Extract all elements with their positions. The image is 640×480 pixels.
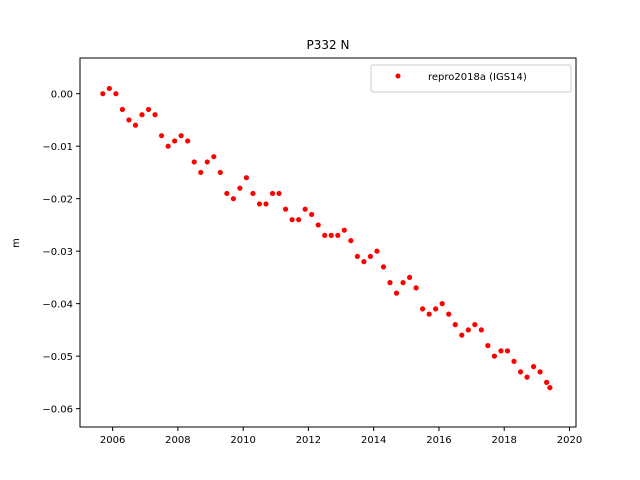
- data-point: [165, 143, 171, 149]
- y-tick-label: −0.03: [42, 247, 73, 258]
- legend-box: [370, 64, 572, 93]
- axes: 2006 2008 2010 2012 2014 2016 2018 2020 0.00 −0.0…: [42, 57, 582, 446]
- data-point: [217, 169, 223, 176]
- data-point: [452, 322, 458, 328]
- y-tick-label: −0.05: [42, 352, 73, 363]
- x-tick-label: 2012: [296, 435, 321, 446]
- data-point: [282, 206, 289, 212]
- data-point: [315, 222, 321, 228]
- data-point: [387, 280, 393, 286]
- data-point: [491, 353, 498, 359]
- data-point: [322, 232, 328, 239]
- data-point: [433, 306, 439, 312]
- x-tick-label: 2020: [557, 435, 582, 446]
- data-point: [400, 280, 406, 286]
- data-point: [132, 122, 139, 128]
- legend-label: repro2018a (IGS14): [428, 72, 527, 83]
- data-point: [152, 112, 158, 118]
- legend: repro2018a (IGS14): [370, 64, 572, 93]
- data-point: [178, 133, 184, 139]
- data-point: [465, 327, 471, 333]
- data-point: [113, 91, 119, 97]
- y-tick-label: −0.06: [42, 405, 73, 416]
- data-point: [145, 106, 152, 113]
- data-point: [191, 159, 197, 165]
- x-tick-label: 2018: [491, 435, 516, 446]
- data-point: [126, 117, 132, 123]
- axes-frame: [79, 57, 577, 428]
- data-point: [547, 385, 553, 391]
- data-point: [511, 358, 517, 364]
- data-point: [296, 217, 302, 223]
- data-point: [309, 211, 315, 218]
- data-point: [230, 196, 236, 202]
- chart-title: P332 N: [307, 38, 350, 52]
- data-point: [158, 133, 165, 139]
- x-tick-label: 2016: [426, 435, 451, 446]
- data-point: [328, 232, 334, 239]
- data-point: [185, 138, 191, 144]
- data-point: [374, 248, 380, 254]
- data-point: [198, 169, 204, 176]
- data-point: [478, 327, 484, 333]
- data-point: [348, 238, 354, 244]
- legend-marker: [395, 73, 401, 79]
- x-tick-label: 2006: [100, 435, 125, 446]
- data-point: [263, 201, 269, 207]
- data-point: [472, 322, 478, 328]
- data-point: [139, 112, 145, 118]
- data-point: [380, 264, 387, 270]
- data-point: [517, 369, 524, 375]
- data-point: [335, 232, 341, 239]
- data-point: [224, 190, 230, 197]
- data-point: [420, 306, 426, 312]
- data-point: [269, 190, 276, 197]
- data-point: [426, 311, 432, 317]
- y-tick-label: −0.01: [42, 142, 73, 153]
- data-point: [106, 85, 112, 92]
- data-point: [119, 106, 126, 113]
- data-point: [361, 259, 367, 265]
- x-tick-label: 2010: [230, 435, 255, 446]
- data-point: [302, 206, 308, 212]
- data-point: [243, 175, 250, 181]
- data-point: [485, 343, 491, 349]
- data-point: [250, 190, 256, 197]
- x-tick-label: 2008: [165, 435, 190, 446]
- y-axis-label: m: [11, 238, 22, 248]
- data-point: [172, 138, 178, 144]
- data-point: [413, 285, 419, 291]
- data-point: [354, 253, 360, 260]
- data-point: [459, 332, 465, 338]
- data-point: [237, 185, 243, 191]
- data-point: [498, 348, 504, 354]
- series-0: [100, 85, 553, 391]
- x-tick-label: 2014: [361, 435, 386, 446]
- y-tick-label: −0.02: [42, 195, 73, 206]
- data-point: [211, 154, 217, 160]
- data-point: [256, 201, 263, 207]
- data-point: [530, 364, 537, 370]
- data-point: [524, 374, 530, 380]
- data-point: [204, 159, 210, 165]
- data-point: [341, 227, 347, 233]
- y-tick-label: 0.00: [51, 90, 73, 101]
- data-point: [367, 253, 374, 260]
- data-point: [289, 217, 295, 223]
- y-tick-label: −0.04: [42, 300, 73, 311]
- data-point: [544, 379, 550, 385]
- data-point: [504, 348, 511, 354]
- data-point: [393, 290, 400, 296]
- plot-area: [100, 85, 553, 391]
- data-point: [406, 274, 413, 281]
- data-point: [276, 190, 282, 197]
- data-point: [537, 369, 543, 375]
- data-point: [446, 311, 452, 317]
- data-point: [100, 91, 106, 97]
- data-point: [439, 301, 445, 307]
